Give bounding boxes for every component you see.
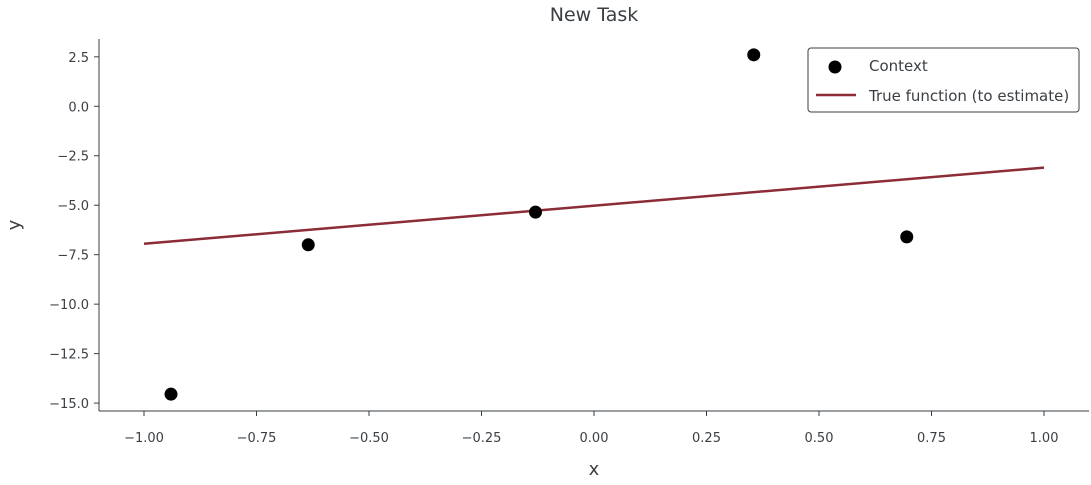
x-tick-label: −0.50 xyxy=(349,431,389,446)
x-tick-label: 0.75 xyxy=(917,431,946,446)
legend: Context True function (to estimate) xyxy=(807,47,1080,113)
x-tick-label: 0.25 xyxy=(692,431,721,446)
x-axis-ticks: −1.00 −0.75 −0.50 −0.25 0.00 0.25 0.50 0.75 1.00 xyxy=(124,411,1058,446)
context-point xyxy=(301,238,315,252)
x-tick-label: −0.75 xyxy=(237,431,277,446)
x-axis-title: x xyxy=(589,459,600,480)
y-tick-label: −2.5 xyxy=(57,150,89,165)
chart-title: New Task xyxy=(550,4,639,26)
x-tick-label: −0.25 xyxy=(462,431,502,446)
x-tick-label: −1.00 xyxy=(124,431,164,446)
context-point xyxy=(900,230,914,244)
x-tick-label: 0.50 xyxy=(805,431,834,446)
series-points xyxy=(164,48,914,401)
y-tick-label: −10.0 xyxy=(49,298,89,313)
y-tick-label: −7.5 xyxy=(57,249,89,264)
legend-box xyxy=(807,47,1080,113)
x-tick-label: 0.00 xyxy=(580,431,609,446)
true-function-line xyxy=(143,166,1045,246)
context-point xyxy=(164,387,178,401)
x-tick-label: 1.00 xyxy=(1030,431,1059,446)
y-tick-label: −5.0 xyxy=(57,199,89,214)
y-tick-label: −15.0 xyxy=(49,397,89,412)
context-point xyxy=(747,48,761,62)
legend-marker-context xyxy=(828,60,842,74)
legend-label-true-function: True function (to estimate) xyxy=(868,87,1069,105)
y-axis-title: y xyxy=(4,219,25,230)
context-point xyxy=(529,205,542,219)
y-tick-label: −12.5 xyxy=(49,348,89,363)
y-axis-ticks: 2.5 0.0 −2.5 −5.0 −7.5 −10.0 −12.5 −15.0 xyxy=(49,51,99,412)
y-tick-label: 0.0 xyxy=(68,100,89,115)
legend-label-context: Context xyxy=(869,57,928,75)
y-tick-label: 2.5 xyxy=(68,51,89,66)
series-lines xyxy=(143,166,1045,246)
